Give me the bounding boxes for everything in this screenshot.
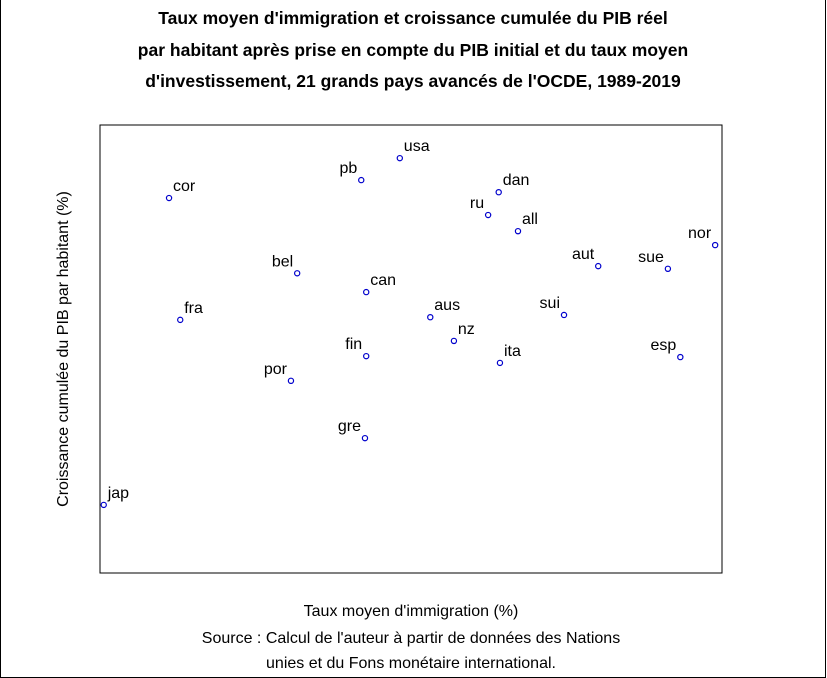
- point-label: nz: [458, 321, 475, 338]
- chart-title: Taux moyen d'immigration et croissance c…: [158, 8, 668, 28]
- point-label: ita: [504, 343, 521, 360]
- point-label: cor: [173, 178, 196, 195]
- point: [287, 377, 295, 385]
- point: [495, 188, 502, 196]
- point-label: gre: [338, 418, 361, 435]
- point-label: por: [264, 361, 288, 378]
- point: [293, 270, 301, 277]
- point-label: esp: [651, 337, 677, 354]
- point: [560, 311, 568, 319]
- point-label: dan: [503, 172, 530, 189]
- point: [496, 359, 504, 367]
- point-label: usa: [404, 138, 430, 155]
- point: [514, 227, 522, 235]
- source: Source : Calcul de l'auteur à partir de …: [202, 630, 620, 647]
- point-label: ru: [470, 195, 484, 212]
- point-label: nor: [688, 225, 712, 242]
- point-label: sue: [638, 249, 664, 266]
- point: [177, 316, 184, 324]
- point: [363, 288, 370, 296]
- point: [361, 434, 369, 442]
- point-label: sui: [540, 295, 560, 312]
- point: [677, 353, 684, 361]
- point-label: pb: [339, 160, 357, 177]
- point: [484, 211, 492, 219]
- point-label: jap: [107, 485, 129, 502]
- point-label: can: [370, 272, 396, 289]
- chart-title: par habitant après prise en compte du PI…: [138, 40, 688, 60]
- plot-area: [99, 124, 723, 574]
- point: [396, 154, 404, 162]
- y-axis-label: Croissance cumulée du PIB par habitant (…: [55, 191, 72, 507]
- point-label: fin: [345, 336, 362, 353]
- point: [595, 262, 602, 270]
- point: [100, 501, 107, 509]
- source: unies et du Fons monétaire international…: [266, 655, 556, 672]
- point: [450, 337, 458, 345]
- x-axis-label: Taux moyen d'immigration (%): [304, 603, 519, 620]
- point: [358, 176, 365, 184]
- point-label: bel: [272, 253, 293, 270]
- chart-title: d'investissement, 21 grands pays avancés…: [145, 71, 681, 91]
- point-label: aus: [434, 297, 460, 314]
- point: [165, 194, 173, 202]
- point: [427, 313, 434, 321]
- point: [363, 352, 370, 360]
- point-label: fra: [184, 300, 203, 317]
- point-label: all: [522, 211, 538, 228]
- point: [711, 241, 719, 249]
- point-label: aut: [572, 246, 595, 263]
- point: [664, 265, 672, 273]
